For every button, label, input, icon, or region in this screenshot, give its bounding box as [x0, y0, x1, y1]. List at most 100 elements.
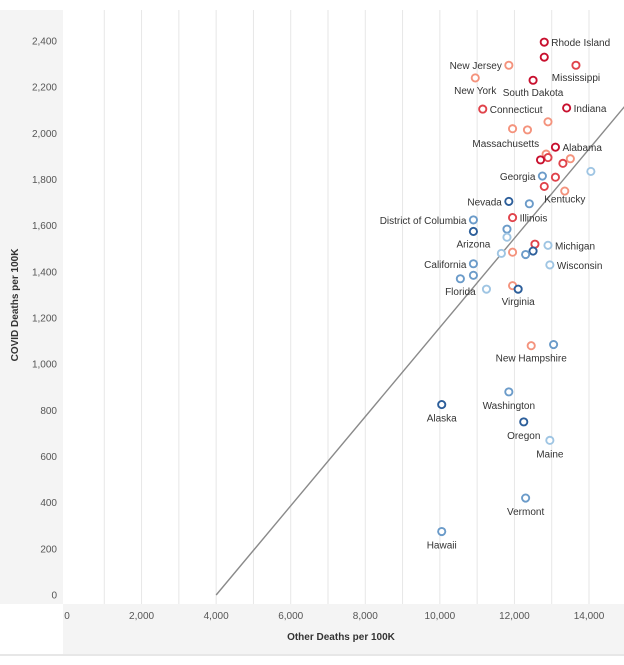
point-virginia[interactable] — [513, 284, 523, 294]
point-unlabeled[interactable] — [508, 247, 518, 257]
x-tick-label: 12,000 — [499, 611, 530, 622]
point-label-wisconsin: Wisconsin — [557, 261, 603, 272]
point-michigan[interactable] — [543, 240, 553, 250]
point-unlabeled[interactable] — [481, 284, 492, 294]
x-axis-label: Other Deaths per 100K — [287, 632, 396, 643]
point-label-new-jersey: New Jersey — [450, 61, 502, 72]
point-label-new-hampshire: New Hampshire — [496, 354, 568, 365]
point-georgia[interactable] — [537, 171, 547, 181]
point-new-hampshire[interactable] — [526, 341, 536, 351]
point-label-michigan: Michigan — [555, 241, 595, 252]
point-vermont[interactable] — [521, 493, 531, 503]
point-new-york[interactable] — [470, 73, 480, 83]
point-unlabeled[interactable] — [496, 248, 506, 258]
point-label-florida: Florida — [445, 287, 476, 298]
point-unlabeled[interactable] — [543, 153, 553, 163]
point-label-indiana: Indiana — [574, 104, 607, 115]
point-alaska[interactable] — [437, 400, 447, 410]
point-label-maine: Maine — [536, 449, 564, 460]
point-unlabeled[interactable] — [508, 124, 518, 134]
point-label-alaska: Alaska — [427, 414, 457, 425]
point-illinois[interactable] — [508, 213, 518, 223]
point-unlabeled[interactable] — [539, 52, 549, 62]
point-unlabeled[interactable] — [535, 155, 546, 165]
point-label-vermont: Vermont — [507, 507, 544, 518]
point-label-kentucky: Kentucky — [544, 194, 585, 205]
point-unlabeled[interactable] — [549, 339, 559, 350]
point-label-district-of-columbia: District of Columbia — [380, 216, 467, 227]
point-label-connecticut: Connecticut — [490, 105, 543, 116]
point-label-alabama: Alabama — [562, 143, 602, 154]
point-washington[interactable] — [504, 387, 514, 397]
grid-layer — [103, 10, 590, 604]
point-unlabeled[interactable] — [521, 249, 531, 260]
left-axis-panel — [0, 10, 63, 604]
point-rhode-island[interactable] — [539, 37, 549, 47]
x-tick-label: 14,000 — [574, 611, 605, 622]
axis-layer: 0 2,000 4,000 6,000 8,000 10,000 12,000 14,000 0… — [32, 37, 605, 623]
y-axis-label: COVID Deaths per 100K — [10, 248, 21, 362]
x-tick-label: 6,000 — [278, 611, 303, 622]
y-tick-label: 0 — [51, 591, 57, 602]
y-tick-label: 1,000 — [32, 360, 57, 371]
labels-layer: Rhode Island New Jersey Mississippi New Yor… — [380, 38, 610, 551]
point-kentucky[interactable] — [539, 181, 549, 191]
point-unlabeled[interactable] — [586, 166, 596, 176]
point-label-arizona: Arizona — [456, 239, 490, 250]
point-unlabeled[interactable] — [528, 246, 538, 256]
y-tick-label: 600 — [40, 452, 57, 463]
point-label-hawaii: Hawaii — [427, 541, 457, 552]
point-indiana[interactable] — [562, 103, 572, 113]
y-tick-label: 200 — [40, 544, 57, 555]
point-label-massachusetts: Massachusetts — [472, 139, 539, 150]
point-south-dakota[interactable] — [528, 75, 538, 85]
point-unlabeled[interactable] — [560, 186, 570, 196]
point-mississippi[interactable] — [571, 60, 581, 70]
point-arizona[interactable] — [468, 226, 478, 236]
trend-line — [215, 106, 624, 596]
y-tick-label: 2,200 — [32, 83, 57, 94]
point-label-oregon: Oregon — [507, 431, 540, 442]
y-tick-label: 1,400 — [32, 267, 57, 278]
y-tick-label: 1,200 — [32, 314, 57, 325]
y-tick-label: 800 — [40, 406, 57, 417]
point-unlabeled[interactable] — [550, 172, 560, 182]
point-unlabeled[interactable] — [543, 117, 553, 127]
point-unlabeled[interactable] — [522, 125, 533, 135]
x-tick-label: 2,000 — [129, 611, 154, 622]
point-california[interactable] — [468, 259, 478, 269]
point-wisconsin[interactable] — [545, 260, 555, 270]
point-nevada[interactable] — [504, 196, 514, 206]
point-connecticut[interactable] — [478, 104, 488, 114]
point-maine[interactable] — [545, 435, 555, 445]
point-label-california: California — [424, 260, 467, 271]
point-hawaii[interactable] — [437, 526, 447, 537]
point-unlabeled[interactable] — [468, 270, 478, 280]
point-label-washington: Washington — [483, 401, 535, 412]
x-tick-label: 4,000 — [204, 611, 229, 622]
point-new-jersey[interactable] — [504, 60, 514, 70]
point-label-south-dakota: South Dakota — [503, 88, 564, 99]
point-district-of-columbia[interactable] — [468, 215, 478, 225]
point-label-virginia: Virginia — [502, 297, 536, 308]
point-alabama[interactable] — [550, 142, 560, 152]
point-unlabeled[interactable] — [524, 199, 534, 209]
point-unlabeled[interactable] — [558, 158, 568, 168]
point-unlabeled[interactable] — [502, 224, 512, 234]
point-label-nevada: Nevada — [467, 197, 502, 208]
point-label-illinois: Illinois — [520, 214, 548, 225]
point-unlabeled[interactable] — [502, 232, 512, 242]
point-label-georgia: Georgia — [500, 172, 536, 183]
x-tick-label: 0 — [64, 611, 70, 622]
point-label-mississippi: Mississippi — [552, 73, 600, 84]
point-florida[interactable] — [455, 274, 465, 284]
point-oregon[interactable] — [519, 417, 529, 427]
point-unlabeled[interactable] — [565, 154, 575, 164]
plot-area — [63, 10, 624, 604]
y-tick-label: 2,000 — [32, 129, 57, 140]
trend-layer — [215, 106, 624, 596]
y-tick-label: 1,800 — [32, 175, 57, 186]
x-tick-label: 10,000 — [425, 611, 456, 622]
